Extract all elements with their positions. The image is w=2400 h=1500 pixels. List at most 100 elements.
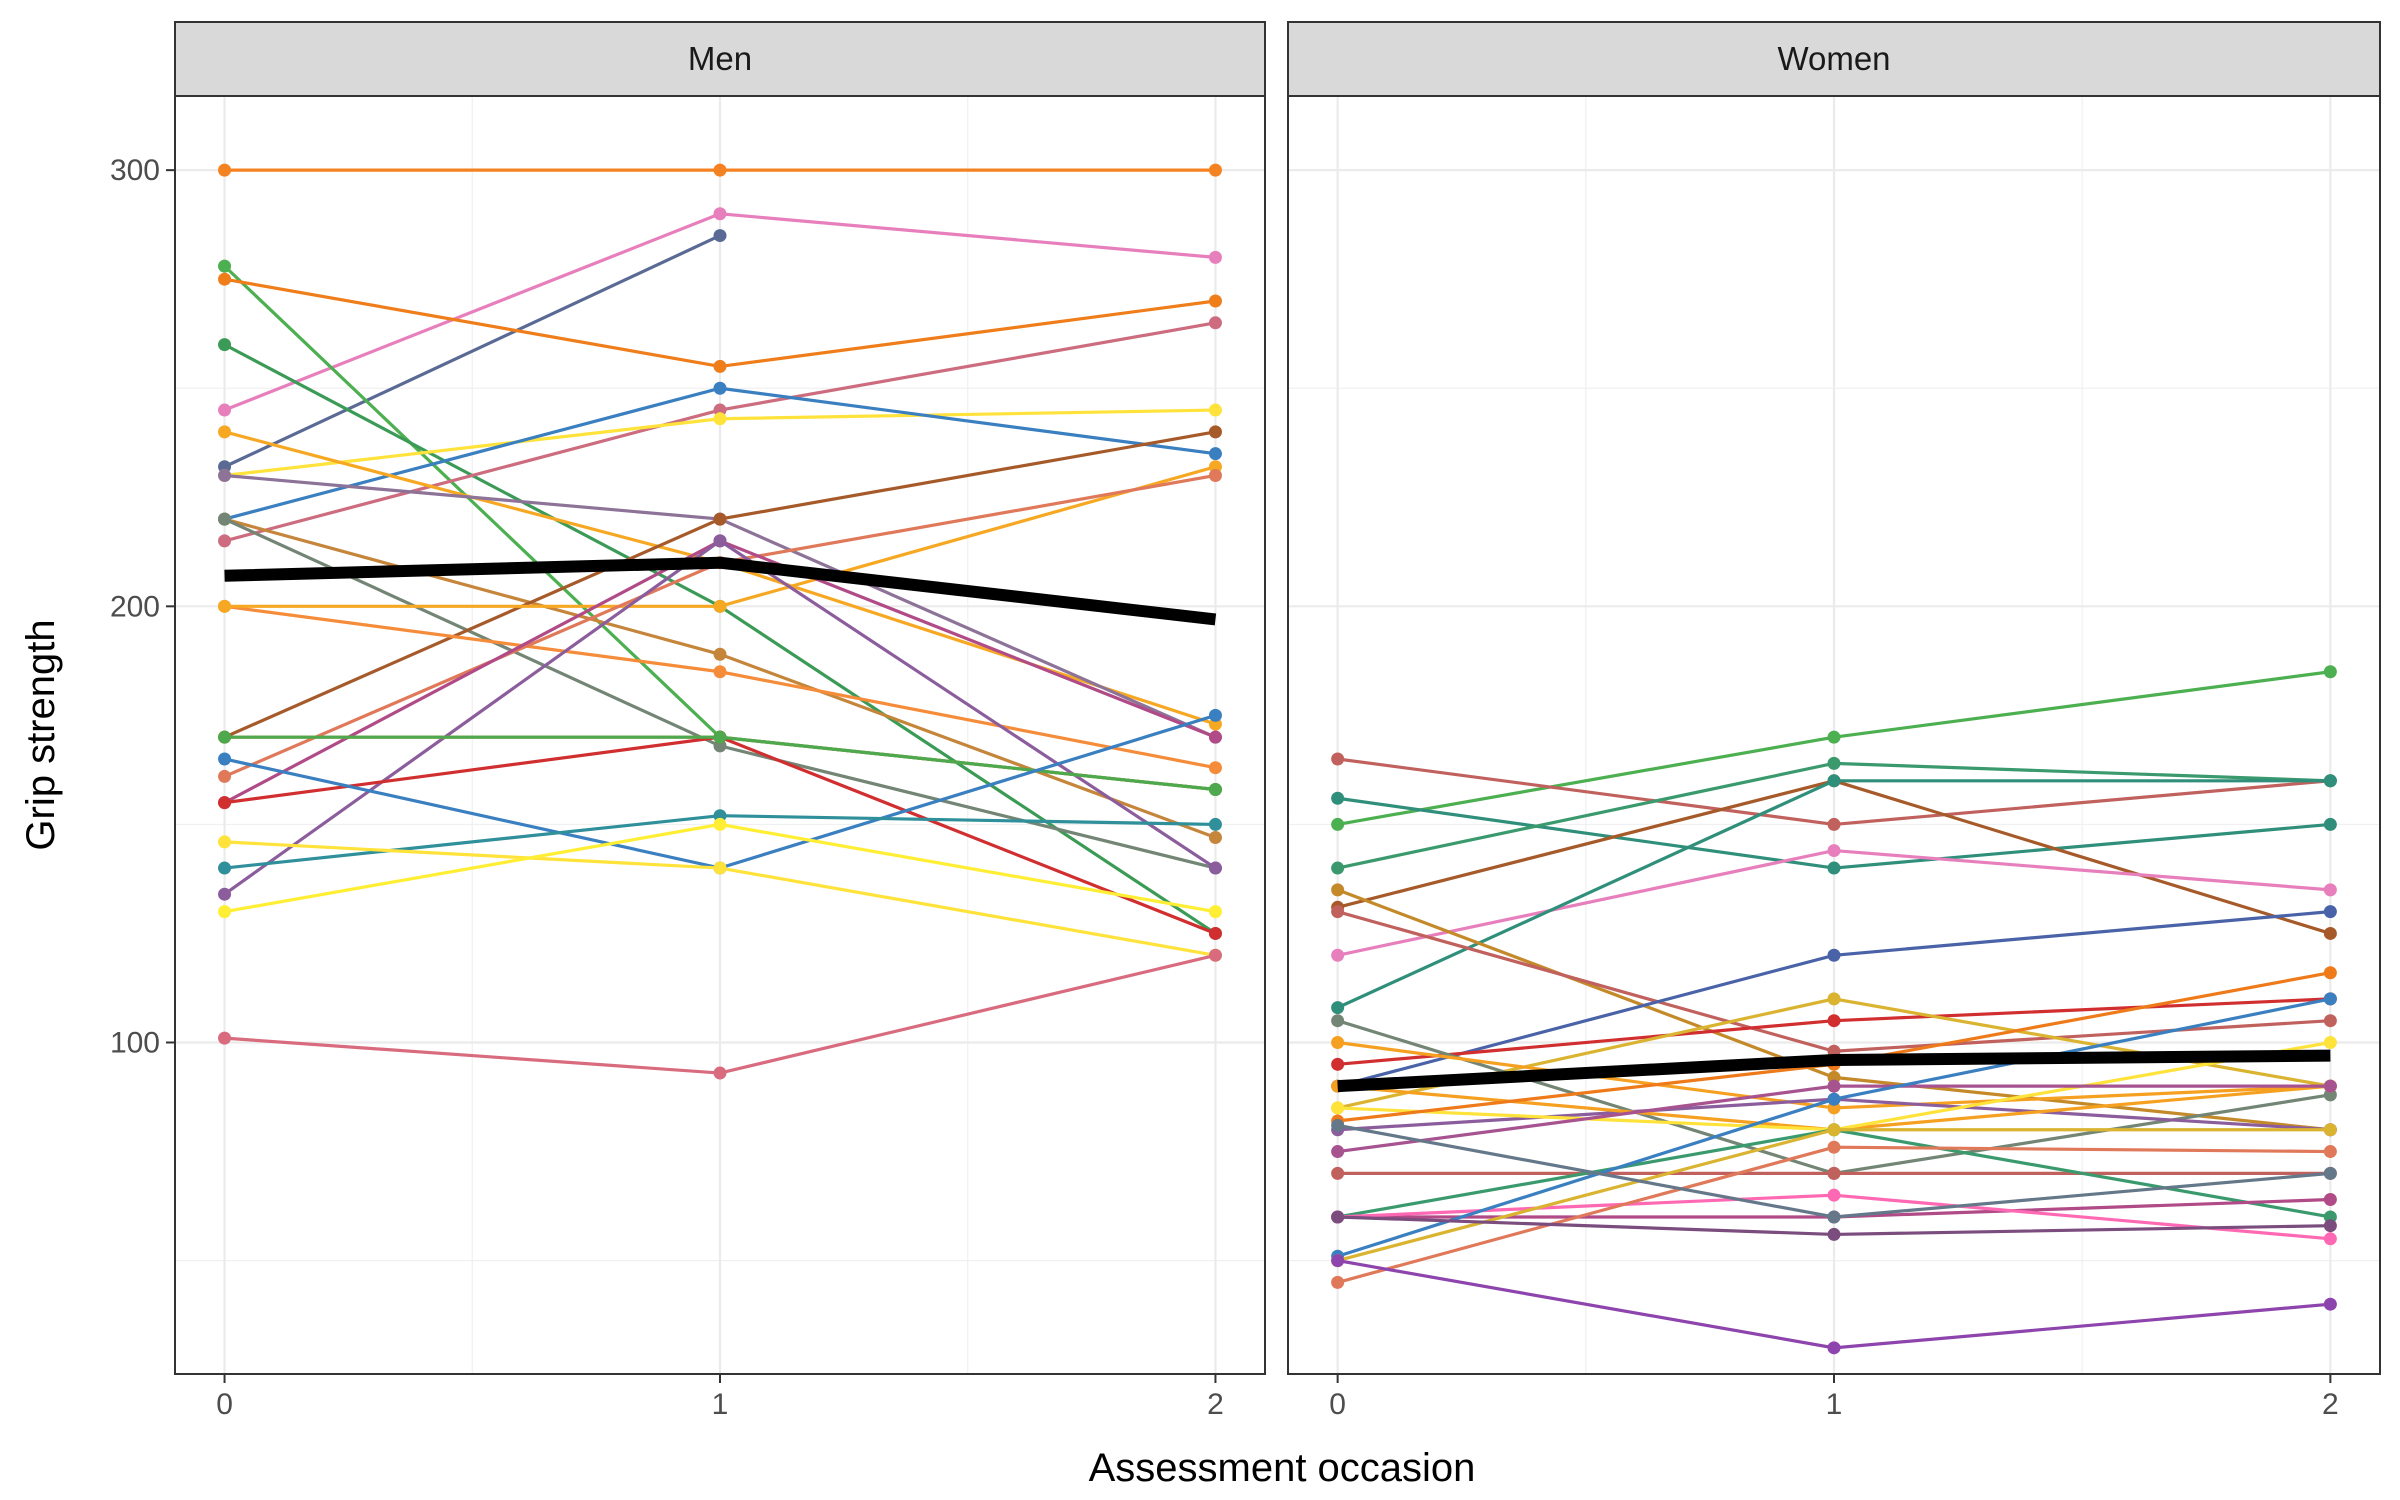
data-point bbox=[713, 412, 727, 426]
data-point bbox=[1331, 1254, 1345, 1268]
x-tick-label: 2 bbox=[2322, 1388, 2339, 1421]
facet-strip bbox=[1287, 21, 2381, 97]
data-point bbox=[1331, 752, 1345, 766]
data-point bbox=[1331, 905, 1345, 919]
data-point bbox=[1208, 403, 1222, 417]
x-tick-label: 1 bbox=[712, 1388, 729, 1421]
y-tick-label: 300 bbox=[110, 154, 160, 187]
data-point bbox=[1331, 1014, 1345, 1028]
data-point bbox=[1331, 1166, 1345, 1180]
series-line bbox=[218, 460, 1222, 613]
series-line bbox=[218, 534, 1222, 901]
y-tick-label: 100 bbox=[110, 1027, 160, 1060]
data-point bbox=[1827, 774, 1841, 788]
x-tick-label: 1 bbox=[1826, 1388, 1843, 1421]
data-point bbox=[2323, 665, 2337, 679]
data-point bbox=[713, 512, 727, 526]
series-line bbox=[1331, 665, 2337, 831]
data-point bbox=[218, 512, 232, 526]
data-point bbox=[218, 272, 232, 286]
series-line bbox=[1331, 791, 2337, 875]
data-point bbox=[1331, 883, 1345, 897]
facet-women: Women 0 1 2 bbox=[1287, 21, 2381, 1421]
data-point bbox=[2323, 1014, 2337, 1028]
x-tick-label: 2 bbox=[1207, 1388, 1224, 1421]
data-point bbox=[218, 468, 232, 482]
y-axis-title: Grip strength bbox=[19, 619, 63, 850]
data-point bbox=[713, 861, 727, 875]
data-point bbox=[1827, 730, 1841, 744]
data-point bbox=[1331, 1145, 1345, 1159]
data-point bbox=[1208, 783, 1222, 797]
series-line bbox=[1331, 1079, 2337, 1159]
data-point bbox=[2323, 992, 2337, 1006]
data-point bbox=[1827, 1210, 1841, 1224]
data-point bbox=[1208, 926, 1222, 940]
facet-men: Men 0 1 2 100 200 300 bbox=[110, 21, 1266, 1421]
series-line bbox=[218, 163, 1222, 177]
data-point bbox=[2323, 905, 2337, 919]
data-point bbox=[218, 769, 232, 783]
data-point bbox=[2323, 883, 2337, 897]
data-point bbox=[1208, 316, 1222, 330]
data-point bbox=[713, 163, 727, 177]
data-point bbox=[218, 905, 232, 919]
data-point bbox=[1331, 1057, 1345, 1071]
data-point bbox=[2323, 1219, 2337, 1233]
data-point bbox=[1827, 948, 1841, 962]
data-point bbox=[1331, 817, 1345, 831]
data-point bbox=[2323, 1166, 2337, 1180]
data-point bbox=[713, 599, 727, 613]
facet-panels: Men 0 1 2 100 200 300 Women 0 1 2 bbox=[110, 21, 2381, 1421]
x-tick-label: 0 bbox=[1329, 1388, 1346, 1421]
data-point bbox=[218, 425, 232, 439]
data-point bbox=[713, 730, 727, 744]
data-point bbox=[713, 359, 727, 373]
data-point bbox=[218, 403, 232, 417]
data-point bbox=[1208, 861, 1222, 875]
data-point bbox=[1827, 1188, 1841, 1202]
data-point bbox=[713, 647, 727, 661]
series-line bbox=[1331, 1118, 2337, 1224]
data-point bbox=[1331, 948, 1345, 962]
series-line bbox=[1331, 1254, 2337, 1355]
data-point bbox=[1827, 844, 1841, 858]
data-point bbox=[2323, 1145, 2337, 1159]
data-point bbox=[713, 207, 727, 221]
data-point bbox=[1331, 1036, 1345, 1050]
data-point bbox=[1331, 861, 1345, 875]
data-point bbox=[713, 665, 727, 679]
data-point bbox=[218, 534, 232, 548]
series-line bbox=[218, 948, 1222, 1080]
data-point bbox=[218, 163, 232, 177]
series-line bbox=[218, 207, 1222, 417]
data-point bbox=[218, 1031, 232, 1045]
data-point bbox=[1827, 1079, 1841, 1093]
data-point bbox=[1208, 250, 1222, 264]
data-point bbox=[2323, 774, 2337, 788]
data-point bbox=[2323, 1193, 2337, 1207]
data-point bbox=[1331, 791, 1345, 805]
data-point bbox=[1208, 831, 1222, 845]
data-point bbox=[1208, 948, 1222, 962]
x-tick-label: 0 bbox=[216, 1388, 233, 1421]
data-point bbox=[2323, 966, 2337, 980]
mean-trend-line bbox=[224, 556, 1217, 626]
data-point bbox=[2323, 817, 2337, 831]
series-line bbox=[1331, 774, 2337, 1015]
data-point bbox=[1331, 1001, 1345, 1015]
data-point bbox=[1208, 294, 1222, 308]
series-line bbox=[218, 817, 1222, 919]
data-point bbox=[1208, 468, 1222, 482]
data-point bbox=[2323, 1232, 2337, 1246]
data-point bbox=[713, 229, 727, 243]
facet-strip-label: Men bbox=[688, 40, 752, 77]
data-point bbox=[713, 534, 727, 548]
data-point bbox=[218, 861, 232, 875]
data-point bbox=[1331, 1118, 1345, 1132]
facet-strip bbox=[174, 21, 1266, 97]
data-point bbox=[1827, 1092, 1841, 1106]
y-tick-label: 200 bbox=[110, 590, 160, 623]
data-point bbox=[2323, 1036, 2337, 1050]
